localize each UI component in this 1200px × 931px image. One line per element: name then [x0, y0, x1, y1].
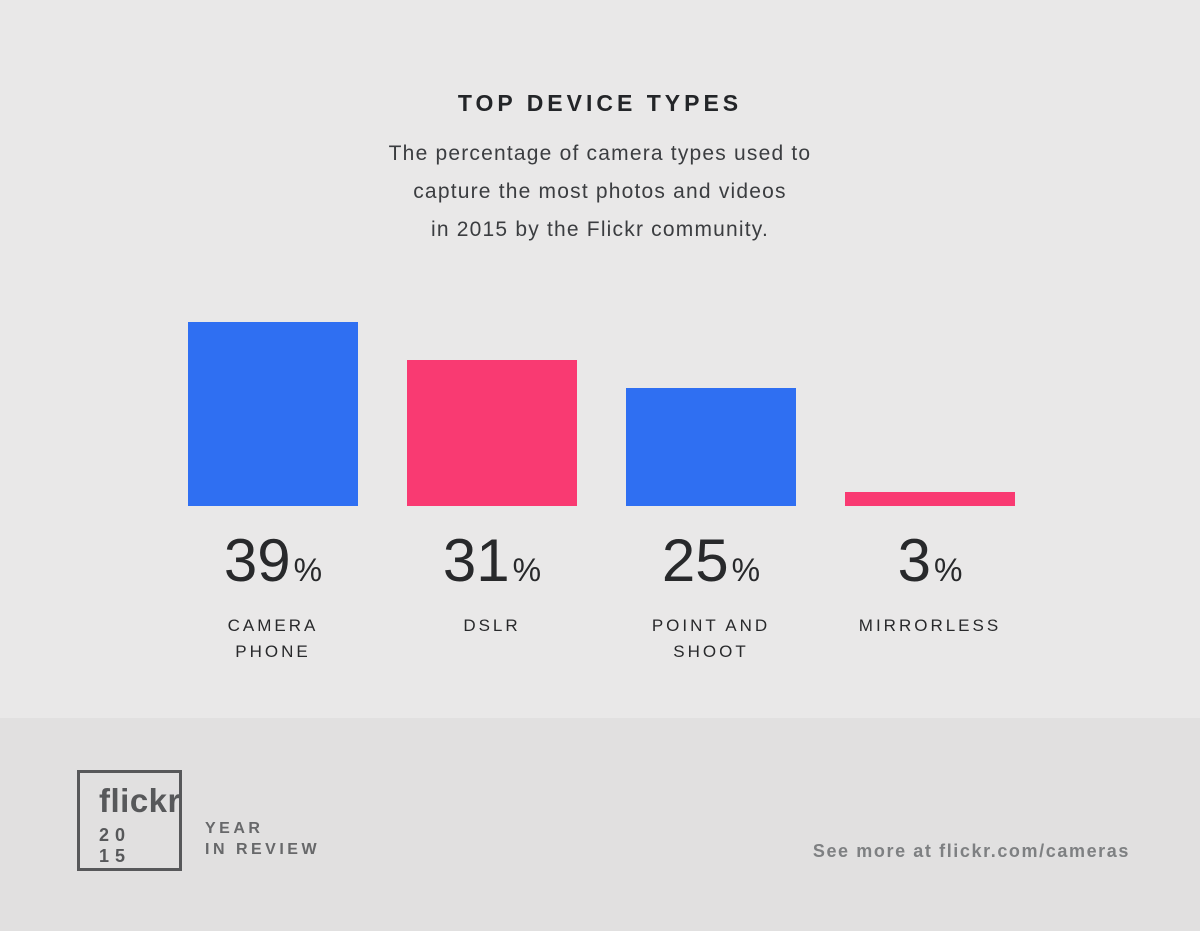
bar-value: 31%: [407, 530, 577, 601]
bar-dslr: [407, 360, 577, 506]
bar-value-number: 31: [442, 527, 510, 594]
bar-category-line: DSLR: [463, 616, 521, 635]
bar-area: [188, 322, 358, 506]
bar-camera-phone: [188, 322, 358, 506]
bar-column-camera-phone: 39% CAMERA PHONE: [188, 322, 358, 665]
tagline-line: IN REVIEW: [205, 841, 321, 858]
bar-value: 3%: [845, 530, 1015, 601]
bar-area: [845, 322, 1015, 506]
percent-sign: %: [512, 552, 542, 588]
footer: flickr 20 15 YEAR IN REVIEW See more at …: [0, 718, 1200, 931]
chart-section: TOP DEVICE TYPES The percentage of camer…: [0, 90, 1200, 665]
bar-category-line: SHOOT: [673, 642, 749, 661]
bar-value: 39%: [188, 530, 358, 601]
bar-column-point-and-shoot: 25% POINT AND SHOOT: [626, 322, 796, 665]
chart-subtitle-line: in 2015 by the Flickr community.: [431, 218, 769, 241]
year-in-review-tagline: YEAR IN REVIEW: [205, 818, 320, 860]
percent-sign: %: [293, 552, 323, 588]
bar-category-line: POINT AND: [651, 616, 771, 635]
flickr-logo-year-line: 20: [99, 825, 132, 845]
bar-value-number: 3: [897, 527, 931, 594]
flickr-logo-year-line: 15: [99, 846, 132, 866]
bar-value: 25%: [626, 530, 796, 601]
flickr-logo: flickr 20 15: [77, 770, 182, 871]
bar-category-label: CAMERA PHONE: [188, 613, 358, 665]
chart-title: TOP DEVICE TYPES: [457, 90, 743, 116]
bar-value-number: 25: [661, 527, 729, 594]
bar-point-and-shoot: [626, 388, 796, 506]
bar-column-dslr: 31% DSLR: [407, 322, 577, 665]
percent-sign: %: [933, 552, 963, 588]
bar-category-label: POINT AND SHOOT: [626, 613, 796, 665]
bar-mirrorless: [845, 492, 1015, 506]
bar-category-line: CAMERA: [227, 616, 319, 635]
bar-column-mirrorless: 3% MIRRORLESS: [845, 322, 1015, 665]
see-more-link: See more at flickr.com/cameras: [812, 841, 1130, 861]
bar-category-line: MIRRORLESS: [858, 616, 1002, 635]
chart-subtitle: The percentage of camera types used to c…: [0, 135, 1200, 249]
bar-chart: 39% CAMERA PHONE 31% DSLR 25%: [188, 322, 1200, 665]
bar-category-label: MIRRORLESS: [845, 613, 1015, 639]
bar-area: [626, 322, 796, 506]
bar-category-line: PHONE: [235, 642, 311, 661]
bar-area: [407, 322, 577, 506]
chart-subtitle-line: capture the most photos and videos: [413, 180, 787, 203]
percent-sign: %: [731, 552, 761, 588]
bar-value-number: 39: [223, 527, 291, 594]
flickr-logo-wordmark: flickr: [99, 782, 181, 819]
chart-subtitle-line: The percentage of camera types used to: [388, 142, 812, 165]
bar-category-label: DSLR: [407, 613, 577, 639]
tagline-line: YEAR: [205, 820, 264, 837]
